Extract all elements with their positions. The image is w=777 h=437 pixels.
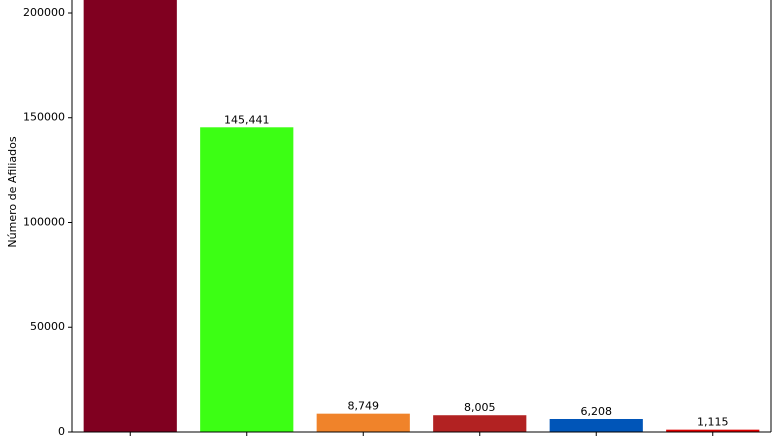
y-tick-label: 100000 (23, 215, 65, 228)
value-label: 8,005 (464, 401, 496, 414)
y-tick-label: 150000 (23, 111, 65, 124)
plot-area (83, 0, 760, 432)
value-label: 145,441 (224, 113, 270, 126)
y-tick-label: 200000 (23, 6, 65, 19)
bar (83, 0, 177, 432)
y-tick-label: 0 (58, 425, 65, 437)
value-label: 6,208 (581, 405, 613, 418)
value-label: 1,115 (697, 416, 729, 429)
bar (666, 429, 760, 432)
bar (549, 418, 643, 432)
y-axis-label: Número de Afiliados (6, 136, 19, 247)
y-tick-label: 50000 (30, 320, 65, 333)
value-label: 8,749 (348, 400, 380, 413)
bar (433, 415, 527, 432)
bar (200, 127, 294, 432)
bar (316, 413, 410, 432)
